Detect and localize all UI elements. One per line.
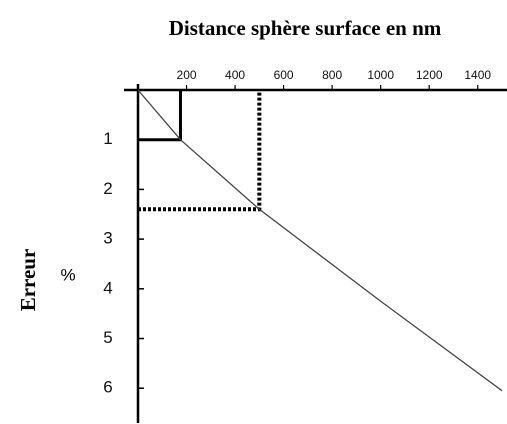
y-tick-label: 2: [103, 179, 112, 198]
data-line: [137, 89, 503, 392]
x-tick-label: 600: [274, 68, 294, 82]
y-tick-label: 5: [103, 328, 112, 347]
x-tick-label: 1400: [464, 68, 491, 82]
x-tick-label: 800: [322, 68, 342, 82]
y-tick-label: 3: [103, 229, 112, 248]
y-tick-label: 1: [103, 129, 112, 148]
chart-title: Distance sphère surface en nm: [169, 16, 442, 40]
x-tick-label: 200: [177, 68, 197, 82]
y-tick-label: 4: [103, 278, 112, 297]
guide-line: [138, 90, 262, 212]
y-tick-label: 6: [103, 378, 112, 397]
x-tick-label: 1000: [367, 68, 394, 82]
x-tick-label: 400: [225, 68, 245, 82]
y-axis-label: Erreur: [16, 249, 40, 312]
x-tick-label: 1200: [416, 68, 443, 82]
y-axis-unit: %: [60, 265, 75, 284]
